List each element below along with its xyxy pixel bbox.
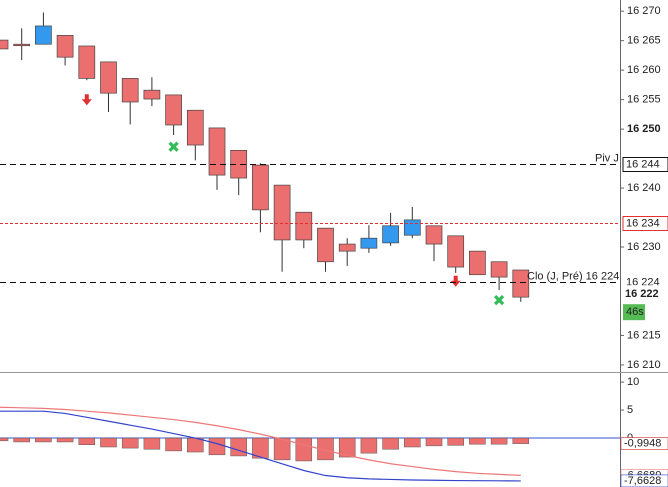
candle-body	[0, 39, 9, 50]
candle-body	[78, 45, 96, 79]
candle-body	[252, 164, 269, 211]
candle-body	[469, 250, 486, 276]
indicator-line	[0, 406, 521, 476]
candle-body	[317, 227, 334, 263]
candle-body	[490, 261, 508, 278]
y-tick-label: 16 240	[627, 182, 661, 194]
value-box	[620, 437, 668, 450]
cross-marker	[493, 294, 505, 306]
histogram-bar	[295, 437, 313, 462]
y-tick-label: 16 260	[627, 64, 661, 76]
y-tick-label: 16 210	[627, 359, 661, 371]
candle-body	[512, 269, 530, 298]
candle-body	[447, 235, 465, 268]
histogram-bar	[512, 437, 530, 444]
level-name: Clo (J, Pré) 16 224	[527, 270, 619, 282]
y-tick-label: 16 255	[627, 94, 661, 106]
candle-body	[338, 243, 356, 252]
histogram-bar	[13, 437, 30, 443]
candle-body	[100, 61, 117, 94]
histogram-bar	[382, 437, 399, 450]
level-box	[622, 157, 668, 172]
histogram-bar	[317, 437, 334, 461]
histogram-bar	[490, 437, 508, 445]
candle-body	[13, 43, 31, 47]
candle-body	[403, 219, 421, 236]
candle-body	[425, 225, 443, 245]
candle-body	[186, 109, 204, 146]
histogram-bar	[447, 437, 464, 446]
candle-body	[382, 225, 399, 244]
indicator-line	[0, 410, 521, 482]
histogram-bar	[338, 437, 356, 458]
histogram-bar	[100, 437, 117, 448]
candle-body	[121, 78, 139, 103]
timer: 46s	[626, 306, 644, 318]
histogram-bar	[469, 437, 486, 445]
histogram-bar	[187, 437, 204, 453]
value-label: -0,9948	[624, 438, 661, 450]
histogram-bar	[230, 437, 247, 457]
candle-body	[208, 127, 226, 176]
y-tick-label: 10	[627, 376, 639, 388]
y-tick-label: 16 230	[627, 241, 661, 253]
y-tick-label: 16 265	[627, 35, 661, 47]
candle-body	[360, 237, 378, 249]
candle-body	[143, 89, 161, 100]
histogram-bar	[0, 437, 9, 442]
level-label: 16 234	[626, 217, 660, 229]
down-arrow	[81, 94, 92, 106]
histogram-bar	[425, 437, 443, 447]
histogram-bar	[143, 437, 161, 450]
histogram-bar	[35, 437, 52, 443]
histogram-bar	[121, 437, 139, 449]
histogram-bar	[78, 437, 96, 445]
candle-body	[295, 211, 313, 241]
level-box	[622, 216, 668, 231]
down-arrow	[450, 275, 461, 287]
candle-body	[165, 94, 182, 126]
y-tick-label: 16 270	[627, 5, 661, 17]
level-label: 16 244	[626, 158, 660, 170]
histogram-bar	[208, 437, 226, 456]
last-price: 16 222	[625, 288, 659, 300]
histogram-bar	[56, 437, 74, 443]
histogram-bar	[360, 437, 378, 454]
y-tick-label: 16 250	[627, 123, 661, 135]
value-label: -7,6628	[624, 475, 661, 487]
cross-marker	[168, 141, 179, 152]
y-tick-label: 5	[627, 404, 633, 416]
histogram-bar	[165, 437, 182, 452]
level-name: Piv J	[595, 152, 619, 164]
y-tick-label: 16 215	[627, 329, 661, 341]
last-box	[621, 285, 668, 304]
histogram-bar	[404, 437, 421, 448]
candle-body	[56, 35, 74, 58]
candle-body	[273, 184, 291, 241]
histogram-bar	[273, 437, 291, 461]
candle-body	[35, 25, 52, 45]
histogram-bar	[252, 437, 269, 459]
timer-box	[623, 304, 645, 321]
